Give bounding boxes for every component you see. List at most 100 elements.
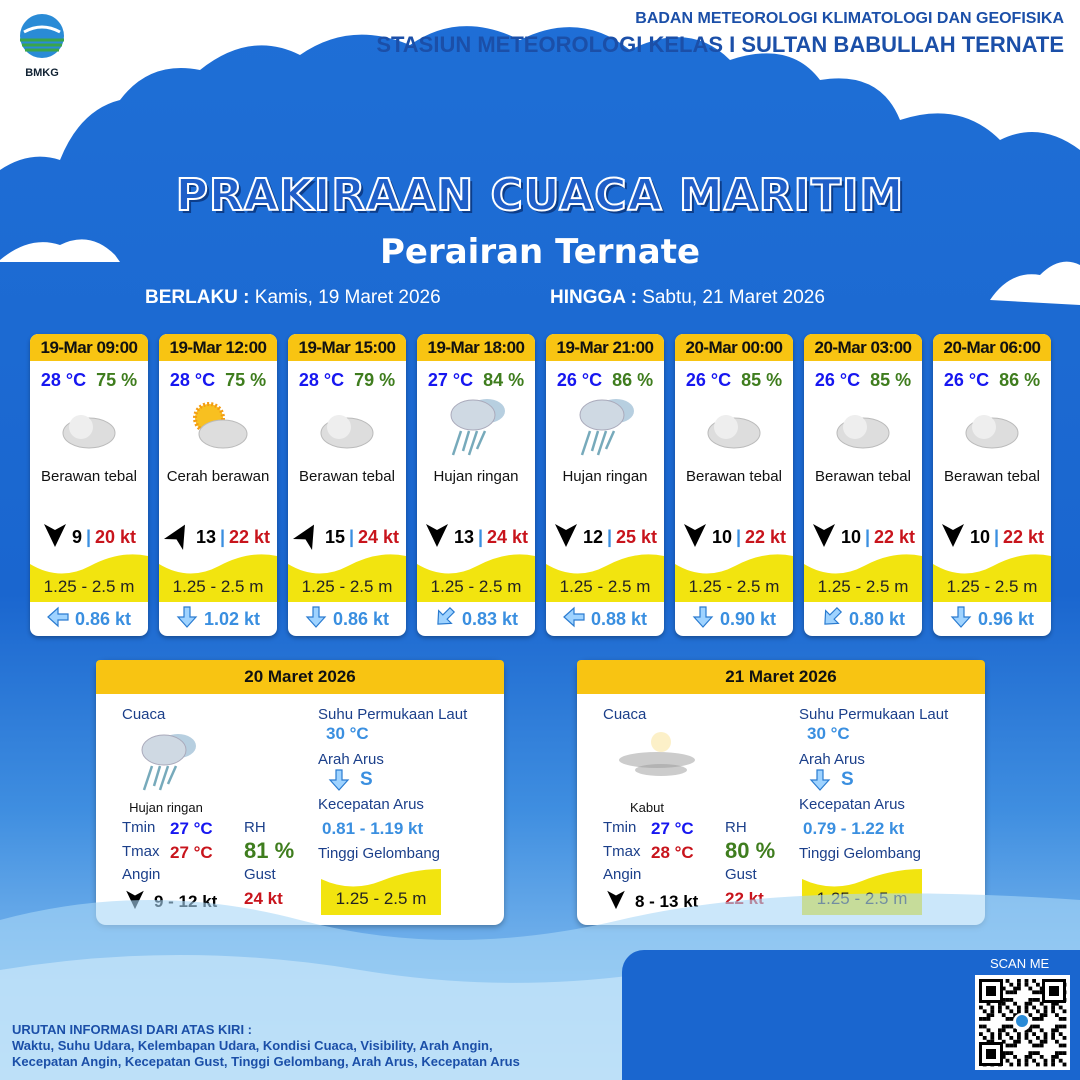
wind-direction-icon bbox=[125, 889, 146, 914]
current-speed-value: 0.79 - 1.22 kt bbox=[803, 819, 905, 838]
forecast-time: 20-Mar 00:00 bbox=[675, 334, 793, 361]
wave-height: 1.25 - 2.5 m bbox=[43, 577, 135, 596]
gust-speed: 22 kt bbox=[229, 527, 271, 547]
wave-value: 1.25 - 2.5 m bbox=[335, 889, 427, 908]
wind-speed: 10 bbox=[840, 527, 861, 547]
forecast-time: 19-Mar 12:00 bbox=[159, 334, 277, 361]
cloudy-icon bbox=[804, 396, 922, 456]
daily-panel: 21 Maret 2026 Cuaca Kabut Tmin 27 °C Tma… bbox=[577, 660, 985, 925]
wind-direction-icon bbox=[292, 522, 321, 553]
daily-condition: Kabut bbox=[630, 800, 664, 815]
footer-title: URUTAN INFORMASI DARI ATAS KIRI : bbox=[12, 1022, 252, 1037]
station-name: STASIUN METEOROLOGI KELAS I SULTAN BABUL… bbox=[376, 32, 1064, 57]
current-speed: 1.02 kt bbox=[203, 609, 261, 629]
tmin-label: Tmin bbox=[122, 819, 156, 836]
forecast-time: 20-Mar 06:00 bbox=[933, 334, 1051, 361]
current-speed-label: Kecepatan Arus bbox=[318, 796, 424, 813]
rain-icon bbox=[417, 396, 535, 456]
gust-label: Gust bbox=[725, 866, 757, 883]
current-direction-icon bbox=[692, 606, 714, 633]
partly-cloudy-icon bbox=[159, 396, 277, 456]
forecast-time: 19-Mar 18:00 bbox=[417, 334, 535, 361]
gust-speed: 20 kt bbox=[95, 527, 137, 547]
weather-condition: Berawan tebal bbox=[815, 468, 911, 485]
footer-legend: URUTAN INFORMASI DARI ATAS KIRI : Waktu,… bbox=[12, 1022, 520, 1070]
current-speed: 0.96 kt bbox=[977, 609, 1035, 629]
current-speed: 0.80 kt bbox=[848, 609, 906, 629]
daily-panel: 20 Maret 2026 Cuaca Hujan ringan Tmin 27… bbox=[96, 660, 504, 925]
sst-value: 30 °C bbox=[807, 724, 850, 743]
forecast-card: 19-Mar 21:00 26 °C 86 % Hujan ringan 12 |… bbox=[546, 334, 664, 636]
current-direction-icon bbox=[176, 606, 198, 633]
forecast-card: 19-Mar 15:00 28 °C 79 % Berawan tebal 15… bbox=[288, 334, 406, 636]
current-dir-value: S bbox=[360, 769, 373, 790]
tmax-label: Tmax bbox=[122, 843, 160, 860]
valid-from: BERLAKU : Kamis, 19 Maret 2026 bbox=[145, 287, 441, 308]
wave-height: 1.25 - 2.5 m bbox=[301, 577, 393, 596]
wind-speed: 10 bbox=[969, 527, 990, 547]
wave-height: 1.25 - 2.5 m bbox=[430, 577, 522, 596]
current-speed: 0.83 kt bbox=[461, 609, 519, 629]
current-speed-label: Kecepatan Arus bbox=[799, 796, 905, 813]
weather-condition: Hujan ringan bbox=[562, 468, 648, 485]
weather-label: Cuaca bbox=[122, 706, 166, 723]
wind-direction-icon bbox=[682, 522, 708, 553]
rain-icon bbox=[136, 726, 198, 801]
wave-height: 1.25 - 2.5 m bbox=[946, 577, 1038, 596]
tmax-value: 27 °C bbox=[170, 843, 213, 862]
gust-speed: 22 kt bbox=[745, 527, 787, 547]
tmin-value: 27 °C bbox=[170, 819, 213, 838]
wave-height: 1.25 - 2.5 m bbox=[172, 577, 264, 596]
weather-condition: Hujan ringan bbox=[433, 468, 519, 485]
wave-height: 1.25 - 2.5 m bbox=[817, 577, 909, 596]
current-speed: 0.88 kt bbox=[590, 609, 648, 629]
wave-height: 1.25 - 2.5 m bbox=[688, 577, 780, 596]
forecast-card: 19-Mar 09:00 28 °C 75 % Berawan tebal 9 |… bbox=[30, 334, 148, 636]
humidity: 85 % bbox=[741, 370, 783, 390]
gust-speed: 22 kt bbox=[1003, 527, 1045, 547]
bmkg-logo: BMKG bbox=[14, 12, 70, 79]
wave-icon bbox=[933, 554, 1051, 602]
sst-value: 30 °C bbox=[326, 724, 369, 743]
current-direction-icon bbox=[434, 606, 456, 633]
current-dir-label: Arah Arus bbox=[799, 751, 865, 768]
forecast-time: 19-Mar 09:00 bbox=[30, 334, 148, 361]
forecast-card: 20-Mar 06:00 26 °C 86 % Berawan tebal 10… bbox=[933, 334, 1051, 636]
gust-value: 24 kt bbox=[244, 889, 283, 908]
wind-speed: 9 bbox=[71, 527, 82, 547]
temperature: 26 °C bbox=[814, 370, 861, 390]
scan-me-label: SCAN ME bbox=[990, 956, 1050, 971]
forecast-card: 20-Mar 00:00 26 °C 85 % Berawan tebal 10… bbox=[675, 334, 793, 636]
current-speed: 0.86 kt bbox=[74, 609, 132, 629]
wave-icon bbox=[30, 554, 148, 602]
wind-direction-icon bbox=[811, 522, 837, 553]
tmax-value: 28 °C bbox=[651, 843, 694, 862]
sst-label: Suhu Permukaan Laut bbox=[799, 706, 949, 723]
qr-code[interactable] bbox=[975, 975, 1070, 1070]
footer-line1: Waktu, Suhu Udara, Kelembapan Udara, Kon… bbox=[12, 1038, 493, 1053]
background-clouds bbox=[0, 0, 1080, 305]
rh-value: 80 % bbox=[725, 838, 776, 863]
cloudy-icon bbox=[288, 396, 406, 456]
page-title: PRAKIRAAN CUACA MARITIM bbox=[175, 169, 905, 222]
current-direction-icon bbox=[305, 606, 327, 633]
wind-direction-icon bbox=[940, 522, 966, 553]
wind-direction-icon bbox=[553, 522, 579, 553]
weather-condition: Cerah berawan bbox=[166, 468, 270, 485]
forecast-time: 20-Mar 03:00 bbox=[804, 334, 922, 361]
cloudy-icon bbox=[675, 396, 793, 456]
wave-icon bbox=[546, 554, 664, 602]
cloudy-icon bbox=[933, 396, 1051, 456]
temperature: 26 °C bbox=[685, 370, 732, 390]
gust-speed: 24 kt bbox=[487, 527, 529, 547]
wind-label: Angin bbox=[122, 866, 161, 883]
wind-direction-icon bbox=[42, 522, 68, 553]
wind-label: Angin bbox=[603, 866, 642, 883]
footer-line2: Kecepatan Angin, Kecepatan Gust, Tinggi … bbox=[12, 1054, 520, 1069]
weather-condition: Berawan tebal bbox=[686, 468, 782, 485]
tmax-label: Tmax bbox=[603, 843, 641, 860]
humidity: 75 % bbox=[225, 370, 267, 390]
humidity: 86 % bbox=[999, 370, 1041, 390]
rain-icon bbox=[546, 396, 664, 456]
current-dir-label: Arah Arus bbox=[318, 751, 384, 768]
